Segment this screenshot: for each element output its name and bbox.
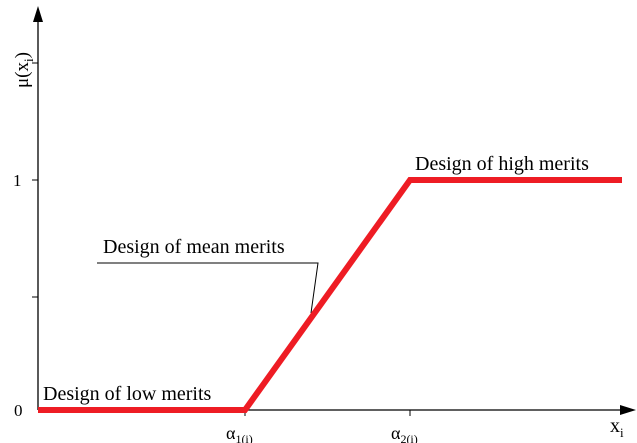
membership-curve — [38, 177, 622, 413]
x-tick-label-alpha2: α2(i) — [391, 423, 418, 443]
annotation-low-merits: Design of low merits — [43, 383, 212, 405]
x-axis-label: xi — [610, 415, 624, 440]
y-axis-arrow — [33, 6, 43, 22]
y-tick-label-one: 1 — [13, 171, 22, 190]
annotation-high-merits: Design of high merits — [415, 153, 589, 175]
y-axis-label: μ(xi) — [12, 52, 36, 88]
mean-merits-leader-line — [97, 262, 319, 314]
annotation-mean-merits: Design of mean merits — [103, 236, 285, 258]
x-axis-arrow — [620, 405, 636, 415]
y-tick-label-zero: 0 — [14, 401, 23, 420]
x-tick-label-alpha1: α1(i) — [226, 423, 253, 443]
